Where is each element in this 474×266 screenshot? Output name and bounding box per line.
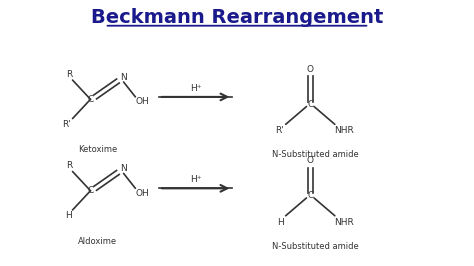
Text: H⁺: H⁺ [190, 175, 201, 184]
Text: NHR: NHR [335, 218, 354, 227]
Text: Ketoxime: Ketoxime [78, 145, 117, 154]
Text: H: H [65, 211, 72, 220]
Text: H: H [278, 218, 284, 227]
Text: N: N [120, 164, 127, 173]
Text: C: C [307, 100, 313, 109]
Text: R: R [65, 161, 72, 170]
Text: Aldoxime: Aldoxime [78, 237, 117, 246]
Text: OH: OH [136, 189, 149, 198]
Text: N: N [120, 73, 127, 82]
Text: R: R [65, 70, 72, 79]
Text: NHR: NHR [335, 126, 354, 135]
Text: N-Substituted amide: N-Substituted amide [272, 150, 358, 159]
Text: H⁺: H⁺ [190, 84, 201, 93]
Text: C: C [87, 95, 94, 104]
Text: R': R' [63, 120, 71, 129]
Text: N-Substituted amide: N-Substituted amide [272, 242, 358, 251]
Text: C: C [307, 191, 313, 200]
Text: R': R' [275, 126, 284, 135]
Text: Beckmann Rearrangement: Beckmann Rearrangement [91, 8, 383, 27]
Text: OH: OH [136, 97, 149, 106]
Text: O: O [307, 156, 314, 165]
Text: O: O [307, 65, 314, 74]
Text: C: C [87, 186, 94, 195]
